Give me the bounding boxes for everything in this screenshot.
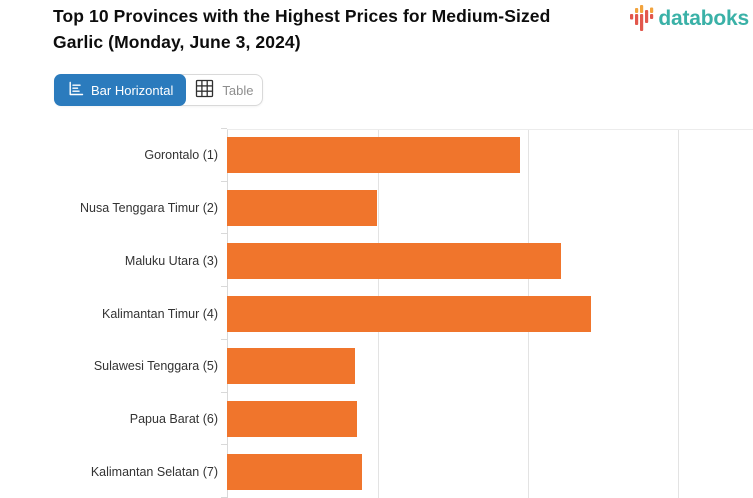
bar[interactable]: [227, 295, 592, 332]
view-toggle: Bar Horizontal Table: [54, 74, 264, 106]
table-button-label: Table: [222, 82, 254, 98]
gridline: [678, 130, 679, 498]
category-label: Kalimantan Timur (4): [101, 306, 218, 321]
bar[interactable]: [227, 137, 521, 174]
chart-row: Sulawesi Tenggara (5): [0, 340, 753, 393]
bar-horizontal-chart-icon: [67, 81, 84, 100]
chart-row: Papua Barat (6): [0, 393, 753, 446]
table-view-button[interactable]: Table: [185, 75, 262, 105]
category-label: Papua Barat (6): [129, 411, 218, 426]
bar-track: [227, 348, 753, 385]
chart-row: Kalimantan Selatan (7): [0, 445, 753, 498]
bar-track: [227, 137, 753, 174]
chart-rows: Gorontalo (1) Nusa Tenggara Timur (2) Ma…: [0, 129, 753, 498]
category-label: Maluku Utara (3): [124, 253, 218, 268]
axis-tick: [221, 338, 227, 340]
bar-track: [227, 453, 753, 490]
bar[interactable]: [227, 400, 357, 437]
chart-title-line-1: Top 10 Provinces with the Highest Prices…: [53, 6, 551, 26]
bar-track: [227, 400, 753, 437]
chart-row: Nusa Tenggara Timur (2): [0, 182, 753, 235]
category-label: Kalimantan Selatan (7): [90, 464, 218, 479]
axis-tick: [221, 444, 227, 446]
table-grid-icon: [194, 78, 215, 102]
category-label: Gorontalo (1): [144, 148, 218, 163]
bar-horizontal-view-button[interactable]: Bar Horizontal: [54, 74, 187, 106]
axis-tick: [221, 391, 227, 393]
bar-track: [227, 295, 753, 332]
chart-title-line-2: Garlic (Monday, June 3, 2024): [53, 31, 301, 52]
chart-row: Kalimantan Timur (4): [0, 287, 753, 340]
databoks-logo-icon: [630, 5, 655, 37]
axis-tick: [221, 286, 227, 288]
bar-track: [227, 242, 753, 279]
bar-chart: Gorontalo (1) Nusa Tenggara Timur (2) Ma…: [0, 128, 753, 498]
chart-row: Maluku Utara (3): [0, 234, 753, 287]
bar[interactable]: [227, 190, 378, 227]
databoks-logo: databoks: [630, 5, 749, 37]
bar[interactable]: [227, 348, 355, 385]
bar-track: [227, 190, 753, 227]
category-label: Sulawesi Tenggara (5): [93, 359, 218, 374]
category-label: Nusa Tenggara Timur (2): [79, 201, 218, 216]
chart-title: Top 10 Provinces with the Highest Prices…: [53, 4, 633, 55]
axis-tick: [221, 180, 227, 182]
bar[interactable]: [227, 453, 362, 490]
bar-horizontal-button-label: Bar Horizontal: [91, 82, 174, 98]
bar[interactable]: [227, 242, 562, 279]
axis-tick: [221, 128, 227, 129]
databoks-wordmark: databoks: [658, 7, 749, 30]
axis-tick: [221, 233, 227, 235]
chart-row: Gorontalo (1): [0, 129, 753, 182]
